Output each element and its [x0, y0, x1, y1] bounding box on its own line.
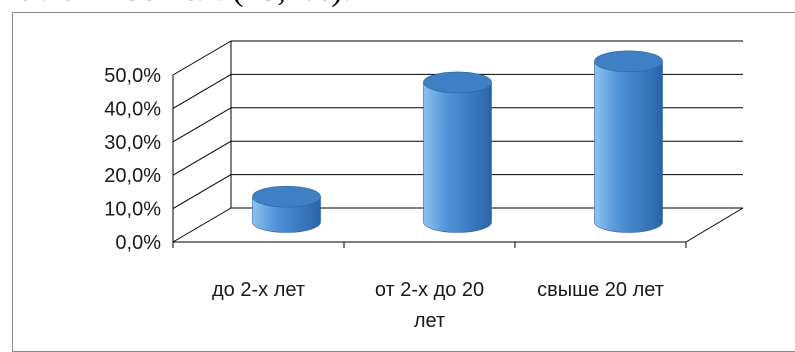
y-tick-label: 40,0%: [104, 98, 161, 120]
gridline-diagonal: [172, 140, 232, 176]
y-tick-label: 50,0%: [104, 65, 161, 87]
bar-top: [252, 185, 321, 208]
chart: 0,0% 10,0% 20,0% 30,0% 40,0% 50,0% до 2-х лет…: [104, 40, 744, 332]
chart-bars: [252, 50, 663, 233]
chart-frame: 0,0% 10,0% 20,0% 30,0% 40,0% 50,0% до 2-х лет…: [12, 12, 795, 352]
bar-body: [423, 82, 492, 233]
gridline-diagonal: [172, 40, 232, 76]
y-tick-label: 30,0%: [104, 132, 161, 154]
gridline-diagonal: [172, 107, 232, 143]
y-tick-label: 0,0%: [115, 232, 161, 254]
bar-body: [594, 61, 663, 233]
bar-top: [594, 50, 663, 73]
bar-2: [423, 71, 492, 233]
x-category-label: свыше 20 лет: [537, 279, 664, 301]
y-tick-label: 10,0%: [104, 199, 161, 221]
bar-1: [252, 185, 321, 233]
x-category-label: до 2-х лет: [212, 279, 305, 301]
gridline-diagonal: [172, 207, 232, 243]
floor-right-edge: [685, 207, 744, 243]
bar-3: [594, 50, 663, 233]
bar-top: [423, 71, 492, 94]
page-caption-fragment: 20 лет – 36 чел. (48,1%).: [0, 0, 351, 10]
gridline-diagonal: [172, 73, 232, 109]
x-axis-category-labels: до 2-х лет от 2-х до 20 лет свыше 20 лет: [212, 279, 664, 332]
x-category-label: от 2-х до 20 лет: [375, 279, 484, 332]
y-tick-label: 20,0%: [104, 165, 161, 187]
y-axis-tick-labels: 0,0% 10,0% 20,0% 30,0% 40,0% 50,0%: [104, 65, 161, 254]
gridline-diagonal: [172, 174, 232, 210]
